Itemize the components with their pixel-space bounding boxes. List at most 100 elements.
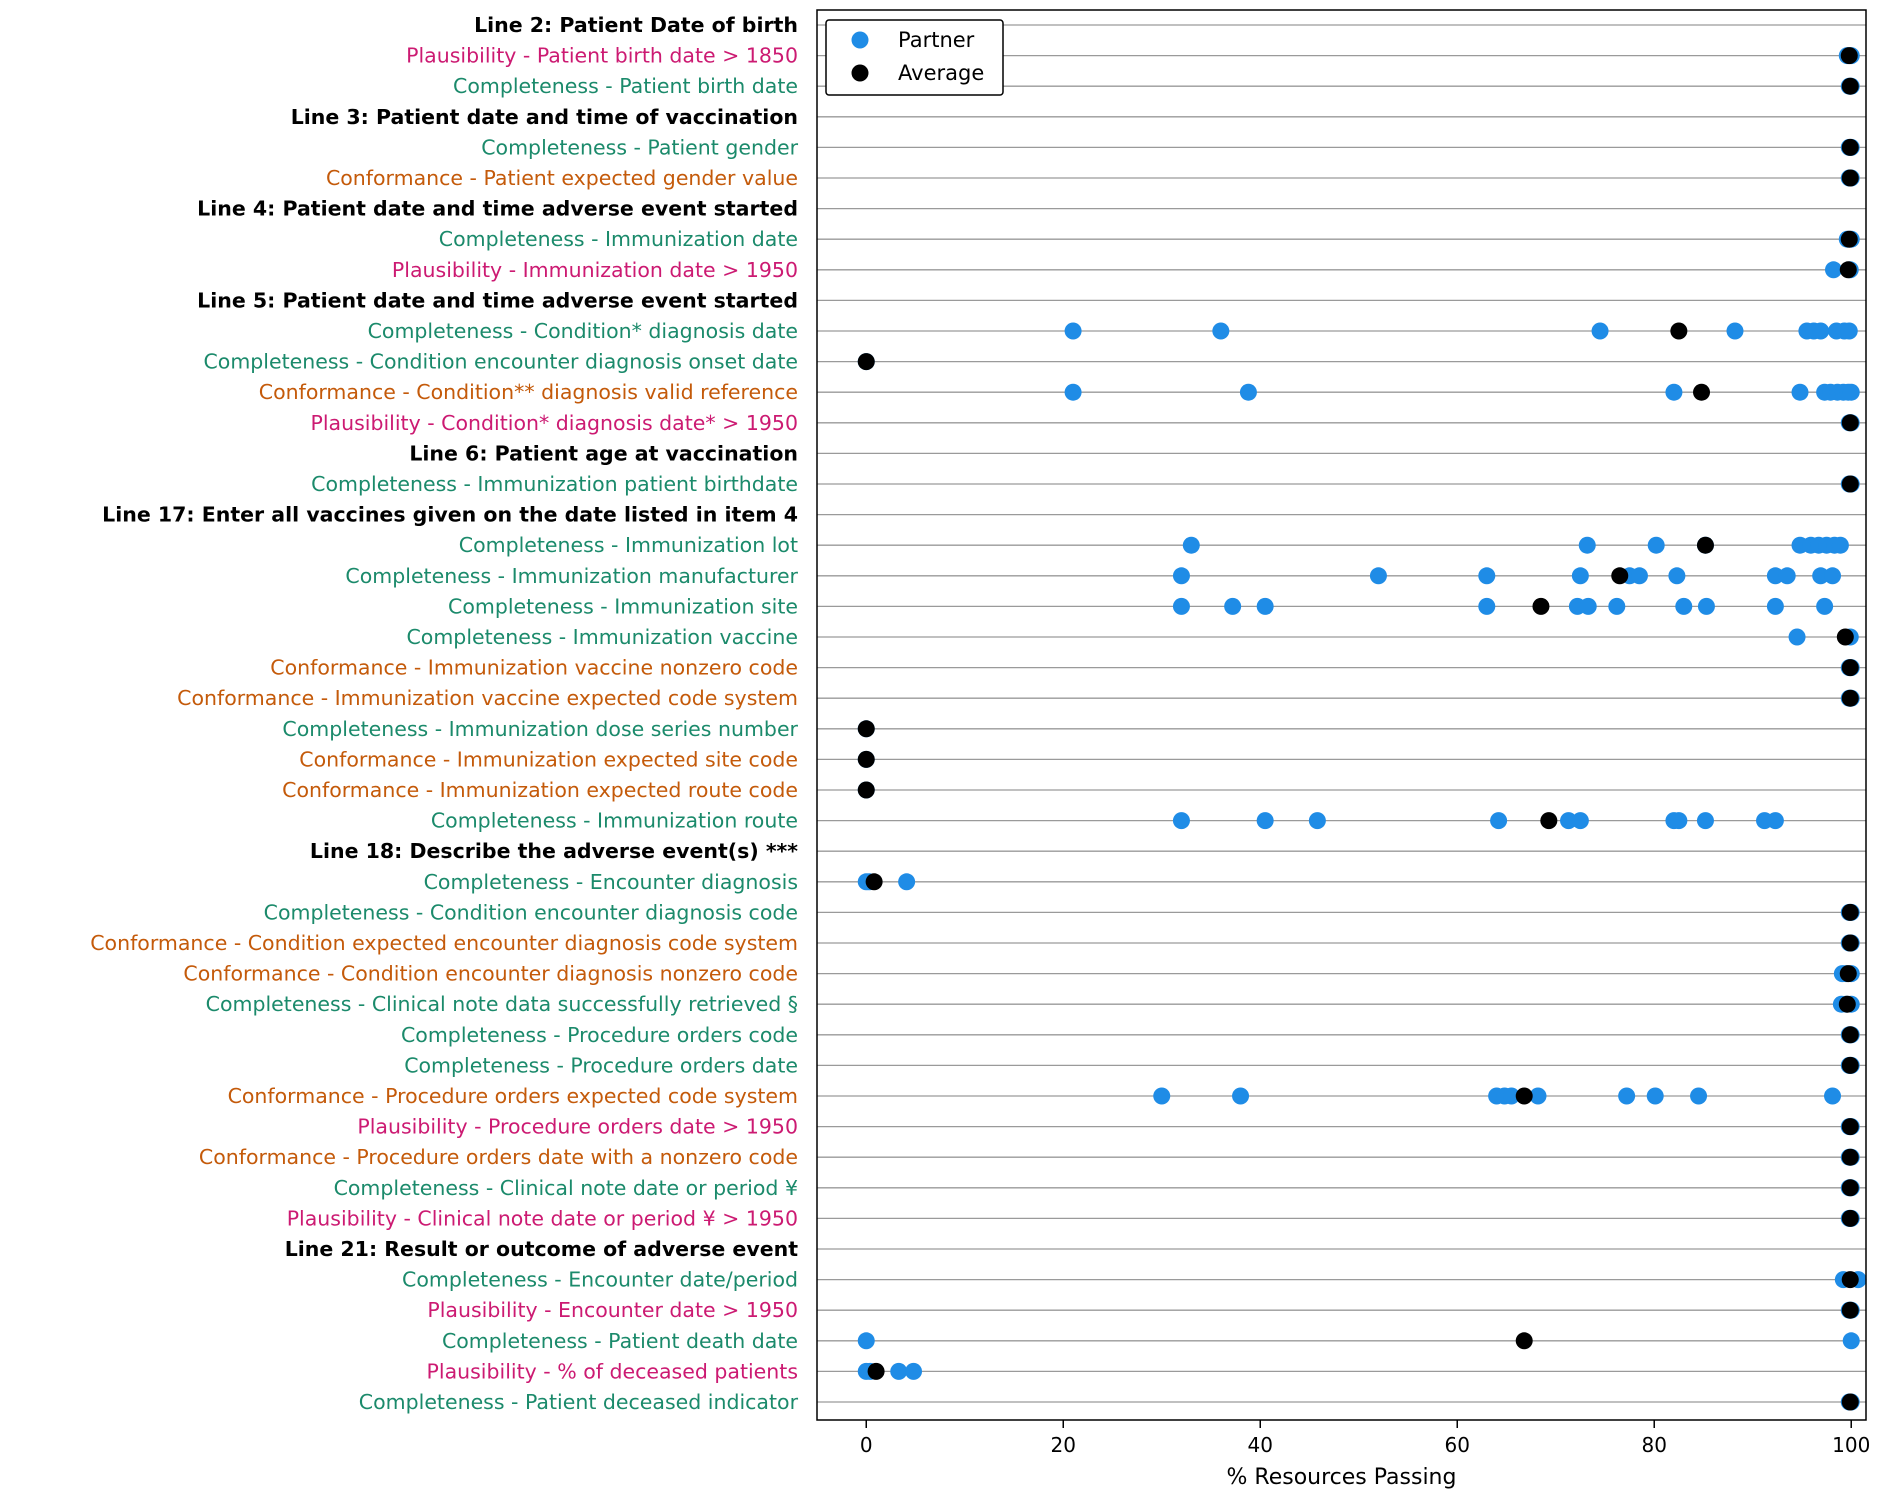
partner-point [1212, 322, 1230, 340]
average-point [857, 353, 875, 371]
average-point [1532, 597, 1550, 615]
legend: Partner Average [825, 19, 1004, 96]
row-heading-label: Line 2: Patient Date of birth [474, 13, 798, 37]
average-point [1841, 1026, 1859, 1044]
average-point [1841, 1301, 1859, 1319]
average-point [1611, 567, 1629, 585]
partner-point [1726, 322, 1744, 340]
row-label: Completeness - Encounter date/period [402, 1268, 798, 1292]
partner-point [1778, 567, 1796, 585]
average-point [1540, 812, 1558, 830]
row-labels: Line 2: Patient Date of birth Plausibilit… [90, 13, 798, 1414]
row-label: Conformance - Condition** diagnosis vali… [259, 380, 798, 404]
average-point [865, 873, 883, 891]
row-label: Conformance - Immunization vaccine nonze… [270, 656, 798, 680]
row-heading-label: Line 4: Patient date and time adverse ev… [197, 197, 798, 221]
x-tick-label: 20 [1051, 1433, 1076, 1457]
row-label: Conformance - Patient expected gender va… [326, 166, 798, 190]
row-label: Conformance - Condition encounter diagno… [183, 962, 798, 986]
partner-point [1172, 812, 1190, 830]
average-point [1841, 934, 1859, 952]
legend-label: Average [898, 61, 984, 85]
partner-point [1153, 1087, 1171, 1105]
row-label: Conformance - Immunization vaccine expec… [177, 686, 798, 710]
row-label: Completeness - Clinical note date or per… [334, 1176, 798, 1200]
row-label: Conformance - Procedure orders expected … [228, 1084, 798, 1108]
row-label: Completeness - Immunization route [431, 809, 798, 833]
legend-marker [851, 31, 869, 49]
partner-point [1766, 812, 1784, 830]
average-point [1515, 1332, 1533, 1350]
average-point [1841, 1209, 1859, 1227]
x-axis: 0 20 40 60 80 100 [860, 1420, 1870, 1457]
partner-point [1369, 567, 1387, 585]
partner-point [1690, 1087, 1708, 1105]
average-point [1838, 995, 1856, 1013]
partner-point [1478, 567, 1496, 585]
row-label: Plausibility - % of deceased patients [427, 1359, 798, 1383]
partner-point [1579, 597, 1597, 615]
x-tick-label: 100 [1832, 1433, 1870, 1457]
row-label: Completeness - Immunization date [439, 227, 798, 251]
partner-point [1232, 1087, 1250, 1105]
row-heading-label: Line 6: Patient age at vaccination [409, 441, 798, 465]
partner-point [1665, 383, 1683, 401]
partner-point [1591, 322, 1609, 340]
partner-point [857, 1332, 875, 1350]
data-points [857, 47, 1867, 1411]
row-label: Plausibility - Encounter date > 1950 [427, 1298, 798, 1322]
partner-point [1697, 597, 1715, 615]
partner-point [1646, 1087, 1664, 1105]
partner-point [1571, 812, 1589, 830]
average-point [1670, 322, 1688, 340]
row-label: Plausibility - Immunization date > 1950 [392, 258, 798, 282]
average-point [857, 750, 875, 768]
plot-frame [816, 9, 1867, 1421]
row-label: Completeness - Procedure orders date [404, 1053, 798, 1077]
partner-point [890, 1362, 908, 1380]
partner-point [1064, 322, 1082, 340]
x-tick-label: 40 [1248, 1433, 1273, 1457]
average-point [1841, 1056, 1859, 1074]
partner-point [905, 1362, 923, 1380]
average-point [1839, 261, 1857, 279]
partner-point [1824, 567, 1842, 585]
average-point [857, 720, 875, 738]
average-point [1840, 230, 1858, 248]
row-label: Plausibility - Procedure orders date > 1… [357, 1115, 798, 1139]
row-label: Completeness - Patient birth date [453, 74, 798, 98]
average-point [857, 781, 875, 799]
row-label: Completeness - Immunization dose series … [282, 717, 798, 741]
partner-point [1618, 1087, 1636, 1105]
average-point [1841, 1179, 1859, 1197]
partner-point [1696, 812, 1714, 830]
row-gridlines [817, 24, 1866, 1403]
row-label: Conformance - Condition expected encount… [90, 931, 798, 955]
row-label: Conformance - Procedure orders date with… [199, 1145, 798, 1169]
x-tick-label: 60 [1445, 1433, 1470, 1457]
partner-point [1842, 383, 1860, 401]
legend-marker [851, 64, 869, 82]
row-label: Completeness - Patient death date [442, 1329, 798, 1353]
row-label: Completeness - Immunization manufacturer [345, 564, 798, 588]
row-label: Plausibility - Condition* diagnosis date… [310, 411, 798, 435]
partner-point [1239, 383, 1257, 401]
row-label: Completeness - Clinical note data succes… [206, 992, 798, 1016]
partner-point [1064, 383, 1082, 401]
average-point [1839, 965, 1857, 983]
partner-point [1490, 812, 1508, 830]
partner-point [1675, 597, 1693, 615]
row-label: Completeness - Procedure orders code [401, 1023, 798, 1047]
average-point [1841, 903, 1859, 921]
row-label: Completeness - Condition encounter diagn… [203, 350, 798, 374]
partner-point [1647, 536, 1665, 554]
row-label: Completeness - Patient deceased indicato… [359, 1390, 799, 1414]
row-heading-label: Line 3: Patient date and time of vaccina… [291, 105, 798, 129]
row-label: Conformance - Immunization expected site… [299, 747, 798, 771]
average-point [1841, 1271, 1859, 1289]
partner-point [1529, 1087, 1547, 1105]
x-tick-label: 0 [860, 1433, 873, 1457]
partner-point [1812, 322, 1830, 340]
partner-point [1172, 567, 1190, 585]
partner-point [1172, 597, 1190, 615]
